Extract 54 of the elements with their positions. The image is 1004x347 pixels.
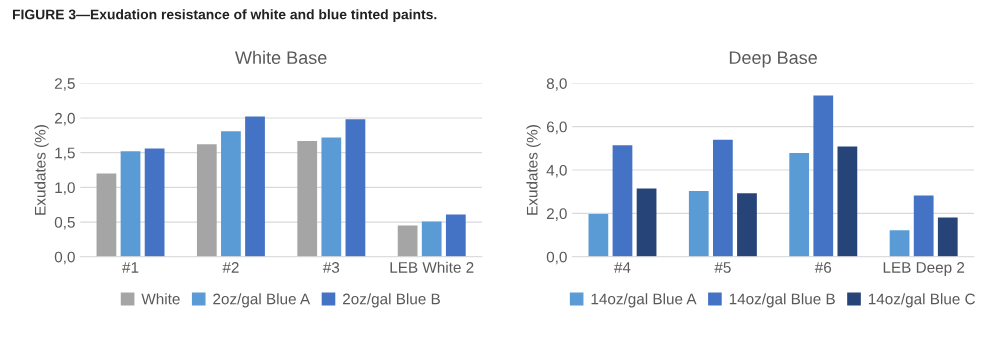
y-axis-title: Exudates (%)	[526, 125, 541, 215]
legend-label: 14oz/gal Blue A	[591, 293, 697, 308]
x-tick-label: #2	[222, 262, 239, 273]
bar	[397, 225, 418, 257]
y-tick-label: 8,0	[546, 78, 567, 91]
y-axis-title: Exudates (%)	[34, 125, 49, 215]
bar	[245, 116, 265, 257]
bar	[789, 153, 810, 257]
bar	[937, 217, 958, 257]
bar	[737, 193, 757, 257]
bar	[813, 95, 834, 257]
y-tick-label: 1,5	[55, 147, 75, 161]
bar	[612, 145, 633, 257]
y-tick-label: 0,5	[54, 216, 75, 230]
legend-label: White	[141, 293, 180, 305]
bar	[321, 137, 342, 257]
x-tick-label: #4	[614, 262, 631, 273]
bar	[688, 191, 709, 257]
bar	[913, 195, 934, 257]
bar	[837, 146, 858, 257]
x-tick-label: #1	[122, 262, 139, 273]
y-tick-label: 6,0	[546, 121, 567, 135]
bar	[345, 119, 366, 257]
legend-label: 2oz/gal Blue A	[213, 293, 311, 308]
caption: FIGURE 3—Exudation resistance of white and blue tinted paints.	[12, 9, 437, 23]
legend-label: 2oz/gal Blue B	[343, 293, 440, 308]
bar	[221, 131, 241, 257]
y-tick-label: 1,0	[55, 182, 75, 195]
y-tick-label: 2,0	[546, 208, 567, 221]
x-tick-label: #3	[322, 262, 340, 273]
bar	[196, 144, 217, 257]
x-tick-label: LEB Deep 2	[883, 262, 965, 276]
bar	[421, 221, 442, 257]
x-tick-label: #6	[814, 262, 832, 273]
bar	[889, 230, 910, 257]
chart-title: Deep Base	[729, 51, 817, 68]
legend-label: 14oz/gal Blue C	[868, 293, 976, 308]
y-tick-label: 4,0	[546, 164, 567, 178]
bar	[445, 214, 466, 257]
x-tick-label: LEB White 2	[390, 261, 474, 273]
bar	[588, 214, 609, 257]
y-tick-label: 2,0	[54, 112, 75, 126]
bar	[713, 139, 733, 257]
bar	[144, 148, 165, 257]
bar	[297, 140, 318, 257]
bar	[636, 188, 657, 257]
y-tick-label: 0,0	[54, 251, 75, 265]
y-tick-label: 2,5	[54, 78, 75, 91]
legend-label: 14oz/gal Blue B	[729, 293, 835, 308]
y-tick-label: 0,0	[546, 251, 567, 265]
chart-title: White Base	[235, 50, 327, 65]
bar	[96, 173, 117, 257]
bar	[120, 151, 141, 257]
x-tick-label: #5	[714, 262, 731, 273]
